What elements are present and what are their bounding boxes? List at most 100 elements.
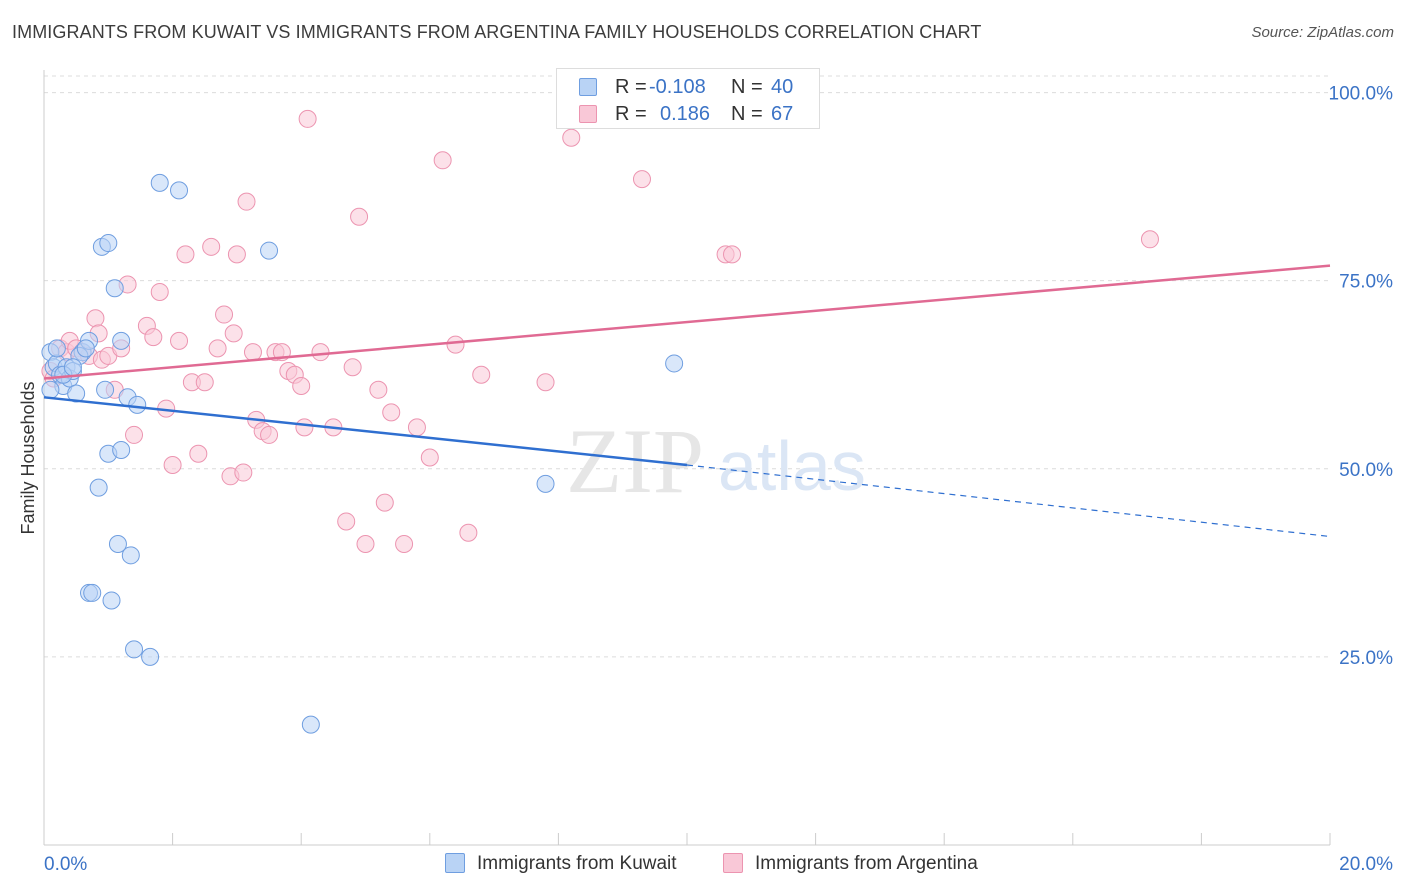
bottom-legend-swatch-argentina [723,853,743,873]
point-argentina [170,331,189,350]
trendlines [43,264,1331,538]
legend-swatch-argentina [579,105,597,123]
point-argentina [150,282,169,301]
point-argentina [446,335,465,354]
bottom-legend-swatch-kuwait [445,853,465,873]
point-argentina [356,535,375,554]
data-points [41,109,1159,734]
legend-r-label: R = [615,103,647,125]
point-kuwait [112,331,131,350]
point-argentina [369,380,388,399]
point-kuwait [76,339,95,358]
point-kuwait [128,395,147,414]
point-argentina [215,305,234,324]
legend-n-value-kuwait: 40 [771,76,794,98]
point-kuwait [89,478,108,497]
axis-labels: 25.0% 50.0% 75.0% 100.0% 0.0% 20.0% Family Hou… [18,84,1393,875]
point-argentina [189,444,208,463]
point-argentina [536,373,555,392]
point-argentina [420,448,439,467]
point-argentina [433,151,452,170]
point-kuwait [260,241,279,260]
legend-n-label: N = [731,76,763,98]
point-argentina [202,237,221,256]
x-tick-label-min: 0.0% [44,854,87,875]
watermark-zip: ZIP [566,410,704,512]
point-argentina [243,343,262,362]
trendline-kuwait-extrapolated [686,464,1331,538]
point-argentina [472,365,491,384]
legend-r-value-argentina: 0.186 [660,103,711,125]
chart-title: IMMIGRANTS FROM KUWAIT VS IMMIGRANTS FRO… [12,22,982,42]
legend-r-label: R = [615,76,647,98]
point-argentina [723,245,742,264]
point-kuwait [536,474,555,493]
y-tick-label: 25.0% [1339,648,1393,669]
point-kuwait [112,440,131,459]
point-argentina [176,245,195,264]
point-argentina [395,535,414,554]
point-argentina [382,403,401,422]
point-argentina [343,358,362,377]
point-argentina [350,207,369,226]
point-argentina [125,425,144,444]
point-kuwait [102,591,121,610]
point-argentina [407,418,426,437]
legend-row-argentina: R = 0.186 N = 67 [557,101,819,127]
correlation-legend: R = -0.108 N = 40 R = 0.186 N = 67 [556,68,820,129]
point-argentina [459,523,478,542]
point-argentina [298,109,317,128]
point-argentina [337,512,356,531]
point-argentina [295,418,314,437]
point-kuwait [301,715,320,734]
bottom-legend-label-argentina: Immigrants from Argentina [755,853,978,874]
point-argentina [260,425,279,444]
point-kuwait [150,173,169,192]
legend-n-label: N = [731,103,763,125]
watermark-atlas: atlas [718,427,866,505]
trendline-argentina [43,264,1331,380]
bottom-legend-label-kuwait: Immigrants from Kuwait [477,853,677,874]
point-kuwait [99,234,118,253]
point-kuwait [170,181,189,200]
point-argentina [375,493,394,512]
y-tick-label: 50.0% [1339,460,1393,481]
point-argentina [237,192,256,211]
point-argentina [86,309,105,328]
point-kuwait [105,279,124,298]
point-kuwait [121,546,140,565]
point-argentina [234,463,253,482]
point-argentina [292,377,311,396]
legend-r-value-kuwait: -0.108 [649,76,706,98]
point-argentina [227,245,246,264]
point-kuwait [665,354,684,373]
legend-row-kuwait: R = -0.108 N = 40 [557,74,819,100]
y-axis-label: Family Households [18,381,38,534]
y-tick-label: 75.0% [1339,272,1393,293]
point-argentina [632,170,651,189]
y-tick-label: 100.0% [1329,84,1394,105]
point-kuwait [141,647,160,666]
point-argentina [144,328,163,347]
legend-swatch-kuwait [579,78,597,96]
point-argentina [562,128,581,147]
point-kuwait [83,583,102,602]
point-kuwait [63,358,82,377]
point-kuwait [67,384,86,403]
grid [44,75,1330,658]
point-argentina [208,339,227,358]
point-argentina [311,343,330,362]
point-argentina [195,373,214,392]
point-argentina [224,324,243,343]
point-kuwait [41,380,60,399]
point-argentina [163,456,182,475]
legend-n-value-argentina: 67 [771,103,794,125]
trendline-kuwait [43,396,688,467]
point-kuwait [108,535,127,554]
point-kuwait [47,339,66,358]
axes [43,70,1331,846]
point-kuwait [125,640,144,659]
point-kuwait [96,380,115,399]
point-argentina [1140,230,1159,249]
